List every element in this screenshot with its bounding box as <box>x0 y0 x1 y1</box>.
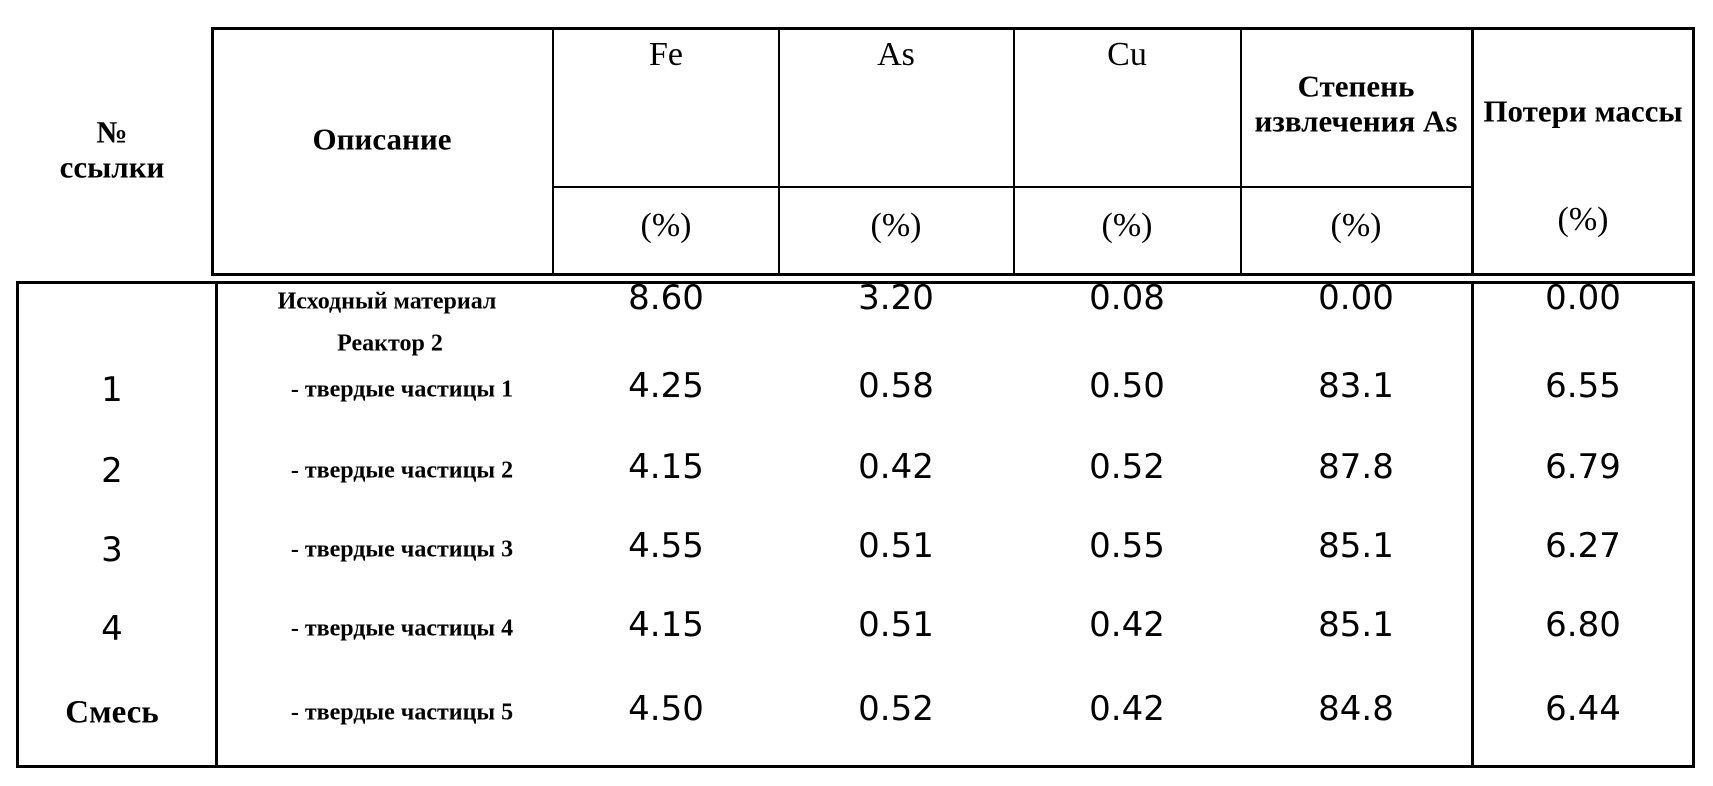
header-cell: Потери массы <box>1483 95 1683 130</box>
border <box>1692 27 1695 276</box>
value-cell: 0.08 <box>1089 279 1165 317</box>
value-cell: 0.42 <box>1089 690 1165 728</box>
value-cell: 0.52 <box>858 690 934 728</box>
unit-cell: (%) <box>641 207 692 245</box>
value-cell: 0.55 <box>1089 527 1165 565</box>
ref-cell: 1 <box>101 371 123 409</box>
border <box>1692 281 1695 768</box>
border <box>211 27 214 276</box>
unit-cell: (%) <box>1558 201 1609 239</box>
value-cell: 8.60 <box>628 279 704 317</box>
value-cell: 0.42 <box>1089 606 1165 644</box>
header-cell: Cu <box>1027 36 1227 74</box>
value-cell: 0.52 <box>1089 448 1165 486</box>
value-cell: 4.15 <box>628 606 704 644</box>
document-page: № ссылки Описание Fe (%) As (%) Cu (%) Степень и… <box>0 0 1713 786</box>
description-cell: - твердые частицы 3 <box>291 537 513 564</box>
value-cell: 83.1 <box>1318 367 1394 405</box>
unit-cell: (%) <box>871 207 922 245</box>
header-cell: № ссылки <box>42 115 182 184</box>
description-cell: Исходный материал <box>278 289 497 316</box>
value-cell: 0.00 <box>1545 279 1621 317</box>
description-cell: - твердые частицы 4 <box>291 616 513 643</box>
value-cell: 85.1 <box>1318 527 1394 565</box>
border <box>1471 281 1474 768</box>
description-cell: - твердые частицы 2 <box>291 458 513 485</box>
value-cell: 6.79 <box>1545 448 1621 486</box>
value-cell: 4.15 <box>628 448 704 486</box>
ref-cell: Смесь <box>65 695 158 732</box>
value-cell: 84.8 <box>1318 690 1394 728</box>
value-cell: 4.55 <box>628 527 704 565</box>
border <box>778 27 780 276</box>
value-cell: 0.00 <box>1318 279 1394 317</box>
unit-cell: (%) <box>1102 207 1153 245</box>
group-label: Реактор 2 <box>337 331 443 358</box>
description-cell: - твердые частицы 5 <box>291 700 513 727</box>
description-cell: - твердые частицы 1 <box>291 377 513 404</box>
border <box>16 281 19 768</box>
value-cell: 85.1 <box>1318 606 1394 644</box>
header-cell: Описание <box>313 123 452 158</box>
border <box>16 281 1695 284</box>
header-cell: Fe <box>566 36 766 74</box>
value-cell: 6.80 <box>1545 606 1621 644</box>
value-cell: 0.58 <box>858 367 934 405</box>
border <box>1240 27 1242 276</box>
border <box>1013 27 1015 276</box>
border <box>552 186 1472 188</box>
border <box>552 27 554 276</box>
value-cell: 0.50 <box>1089 367 1165 405</box>
value-cell: 87.8 <box>1318 448 1394 486</box>
value-cell: 4.50 <box>628 690 704 728</box>
ref-cell: 3 <box>101 531 123 569</box>
value-cell: 0.51 <box>858 527 934 565</box>
border <box>1471 27 1474 276</box>
value-cell: 4.25 <box>628 367 704 405</box>
header-cell: Степень извлечения As <box>1244 69 1469 138</box>
unit-cell: (%) <box>1331 207 1382 245</box>
ref-cell: 4 <box>101 610 123 648</box>
value-cell: 6.27 <box>1545 527 1621 565</box>
value-cell: 6.44 <box>1545 690 1621 728</box>
value-cell: 0.42 <box>858 448 934 486</box>
value-cell: 0.51 <box>858 606 934 644</box>
ref-cell: 2 <box>101 452 123 490</box>
value-cell: 6.55 <box>1545 367 1621 405</box>
border <box>16 765 1695 768</box>
border <box>215 281 218 768</box>
header-cell: As <box>796 36 996 74</box>
value-cell: 3.20 <box>858 279 934 317</box>
